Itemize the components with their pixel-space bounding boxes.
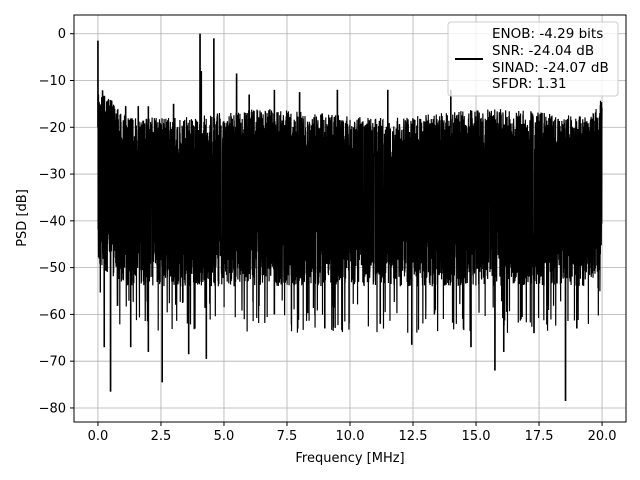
y-tick-label: −30	[39, 168, 66, 183]
y-tick-label: −80	[39, 401, 66, 416]
psd-series-line	[97, 33, 603, 401]
x-tick-label: 15.0	[462, 429, 491, 444]
x-tick-label: 20.0	[588, 429, 617, 444]
x-tick-label: 5.0	[214, 429, 235, 444]
legend-text-enob: ENOB: -4.29 bits	[492, 26, 603, 42]
x-axis-label: Frequency [MHz]	[295, 451, 404, 466]
x-tick-label: 7.5	[277, 429, 298, 444]
y-axis-ticks: 0 −10 −20 −30 −40 −50 −60 −70 −80	[39, 27, 74, 416]
y-tick-label: 0	[58, 27, 66, 42]
y-axis-label: PSD [dB]	[15, 189, 30, 247]
x-tick-label: 2.5	[151, 429, 172, 444]
x-tick-label: 17.5	[525, 429, 554, 444]
series-layer	[97, 33, 603, 401]
y-tick-label: −70	[39, 355, 66, 370]
x-tick-label: 12.5	[399, 429, 428, 444]
y-tick-label: −40	[39, 214, 66, 229]
y-tick-label: −20	[39, 121, 66, 136]
legend: ENOB: -4.29 bits SNR: -24.04 dB SINAD: -…	[447, 21, 619, 97]
x-axis-ticks: 0.0 2.5 5.0 7.5 10.0 12.5 15.0 17.5 20.0	[88, 422, 617, 444]
legend-box	[447, 21, 619, 97]
y-tick-label: −60	[39, 308, 66, 323]
legend-text-snr: SNR: -24.04 dB	[492, 43, 594, 59]
legend-text-sinad: SINAD: -24.07 dB	[492, 60, 609, 76]
y-tick-label: −10	[39, 74, 66, 89]
y-tick-label: −50	[39, 261, 66, 276]
legend-text-sfdr: SFDR: 1.31	[492, 76, 567, 92]
x-tick-label: 10.0	[336, 429, 365, 444]
x-tick-label: 0.0	[88, 429, 109, 444]
